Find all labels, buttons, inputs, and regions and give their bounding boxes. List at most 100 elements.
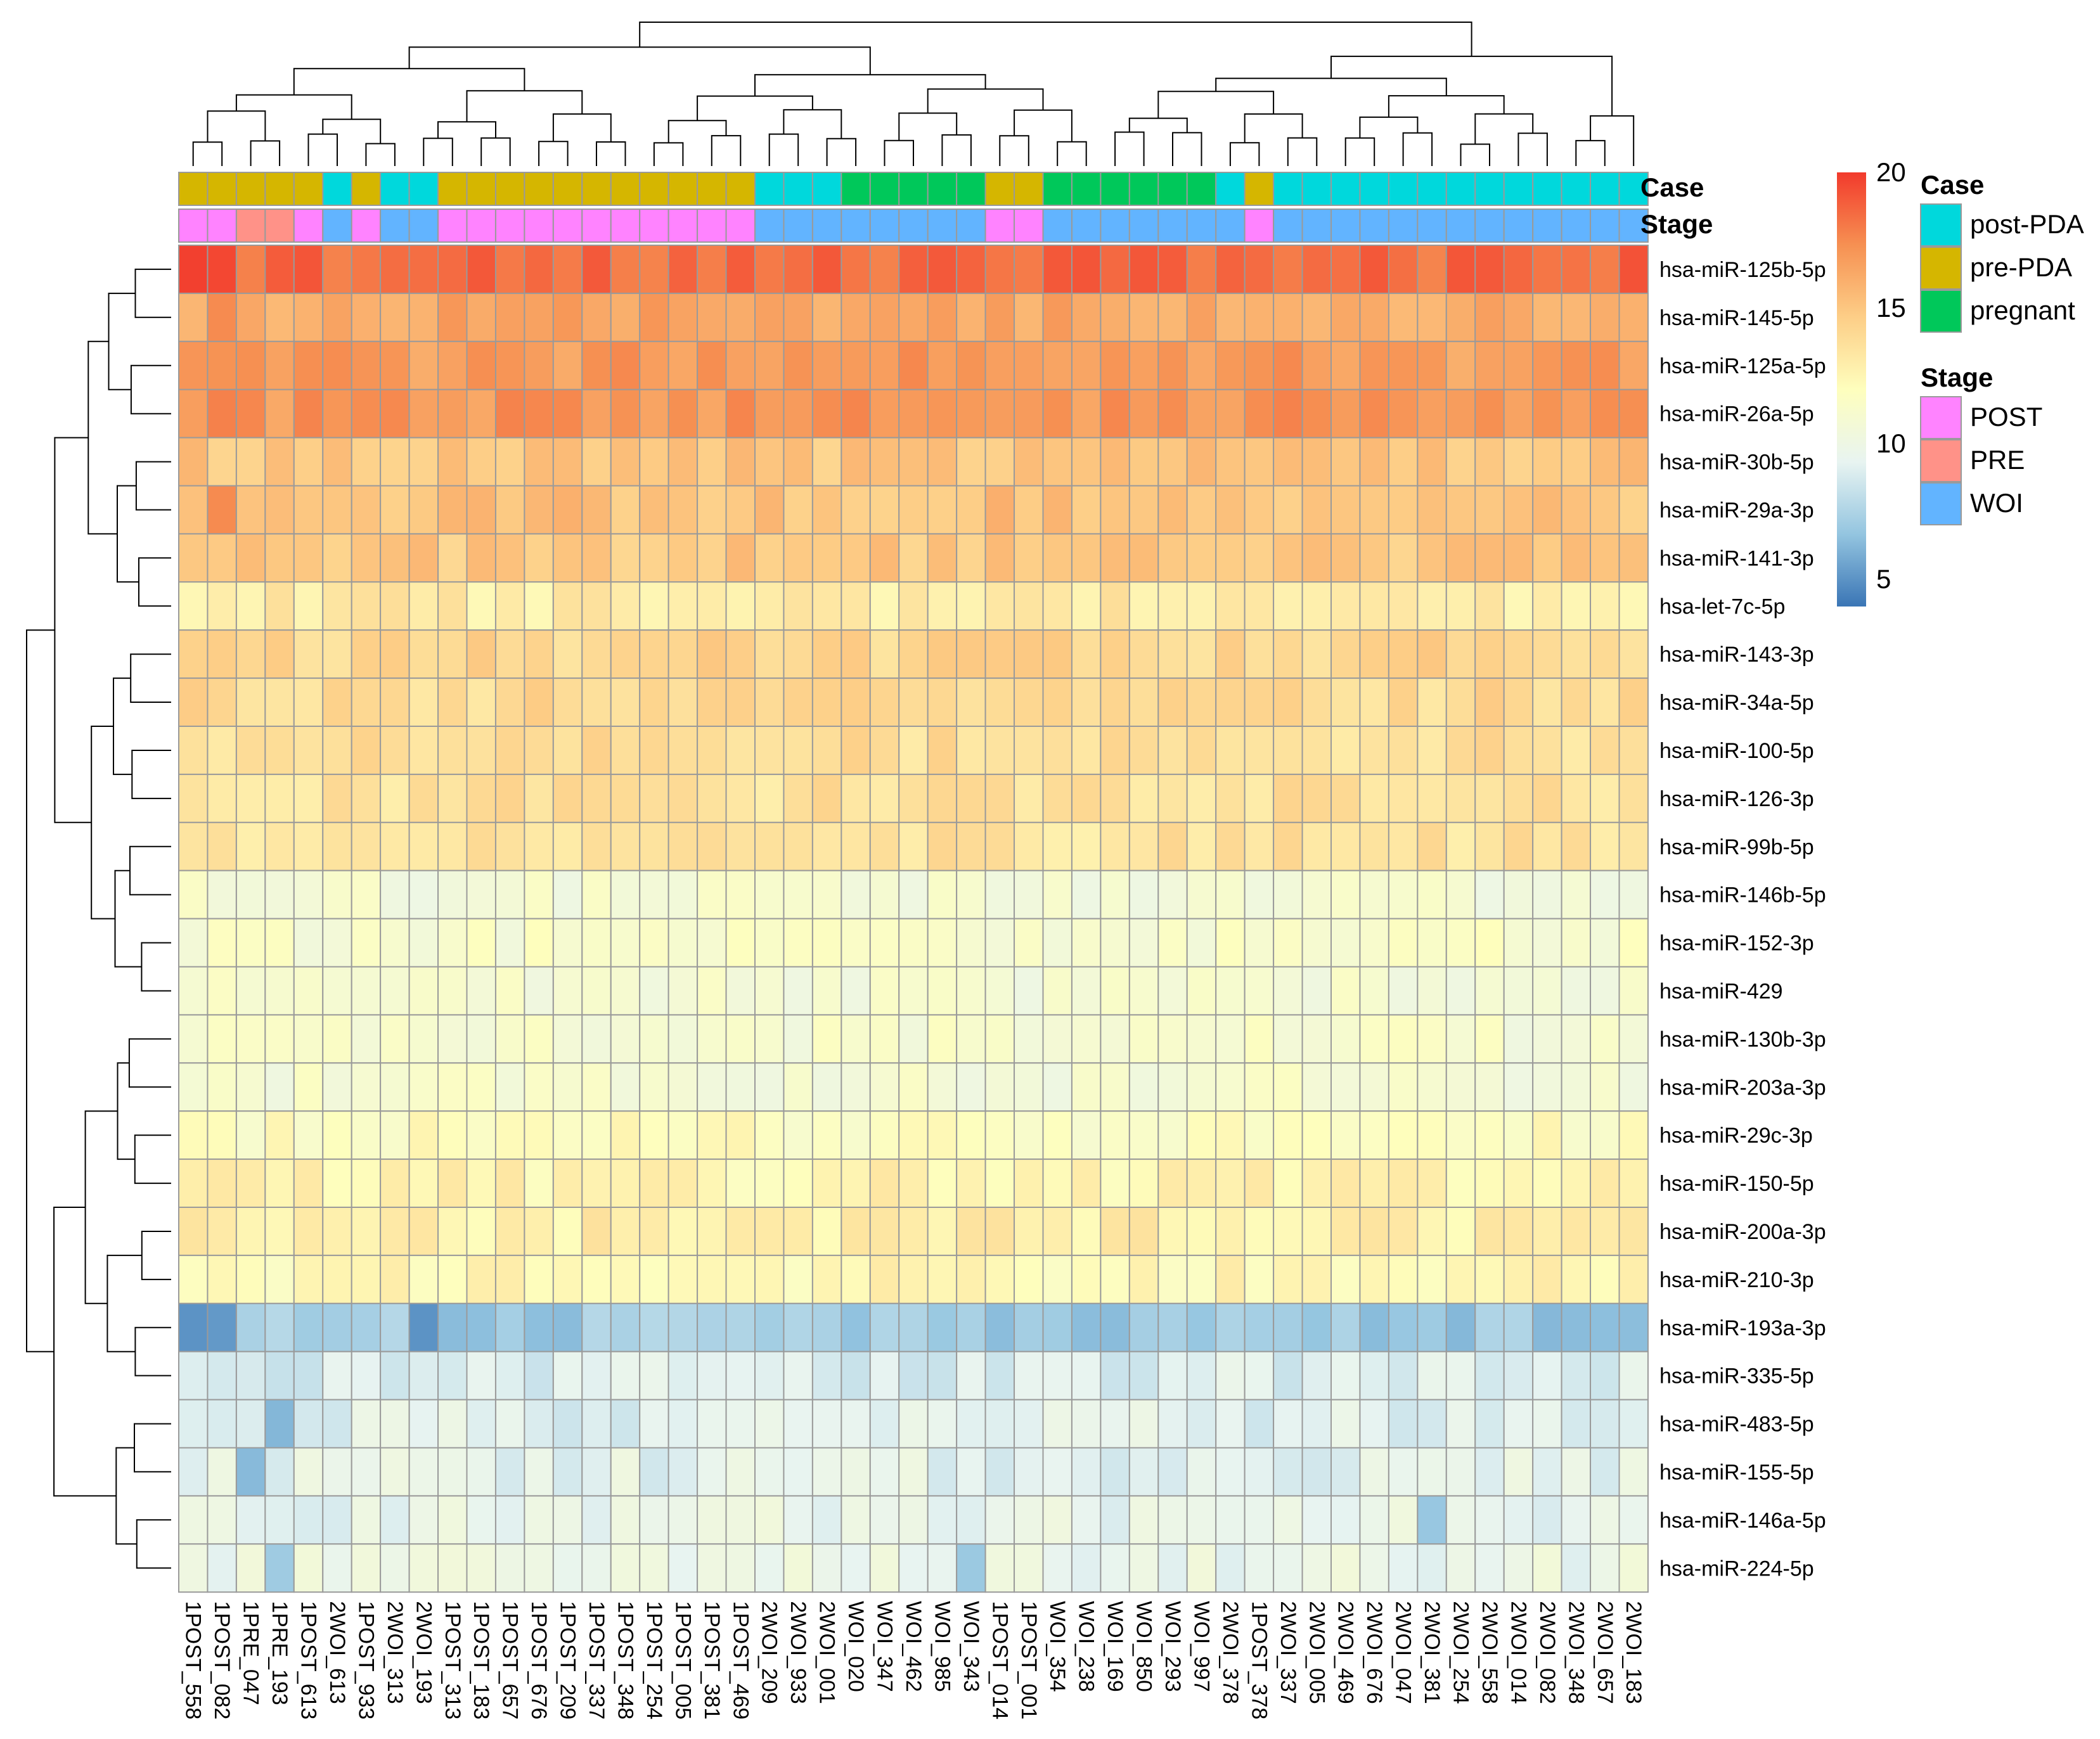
heatmap-cell xyxy=(1273,1062,1303,1112)
heatmap-cell xyxy=(1186,1351,1217,1401)
heatmap-cell xyxy=(898,245,929,294)
heatmap-cell xyxy=(667,677,699,727)
heatmap-cell xyxy=(293,870,324,920)
heatmap-cell xyxy=(1359,1110,1389,1160)
heatmap-cell xyxy=(207,1495,237,1545)
stage-annotation-cell xyxy=(754,209,785,243)
heatmap-cell xyxy=(754,1399,785,1449)
heatmap-cell xyxy=(754,629,785,679)
heatmap-cell xyxy=(1157,1254,1188,1304)
column-dendrogram-branch xyxy=(1287,137,1318,166)
heatmap-cell xyxy=(697,726,727,775)
heatmap-cell xyxy=(408,629,439,679)
heatmap-cell xyxy=(351,1254,382,1304)
heatmap-cell xyxy=(869,292,900,342)
heatmap-cell xyxy=(898,340,929,390)
heatmap-cell xyxy=(927,1543,958,1593)
heatmap-cell xyxy=(639,821,669,871)
heatmap-cell xyxy=(754,1302,785,1352)
heatmap-cell xyxy=(1071,245,1102,294)
heatmap-cell xyxy=(1618,581,1649,631)
heatmap-cell xyxy=(1157,1110,1188,1160)
stage-annotation-cell xyxy=(494,209,525,243)
heatmap-cell xyxy=(984,726,1015,775)
heatmap-cell xyxy=(1503,292,1534,342)
heatmap-cell xyxy=(466,870,496,920)
heatmap-cell xyxy=(437,1351,468,1401)
heatmap-cell xyxy=(927,1351,958,1401)
legend-case-label: pre-PDA xyxy=(1970,252,2072,282)
heatmap-cell xyxy=(380,292,410,342)
heatmap-cell xyxy=(1388,388,1419,439)
column-dendrogram-branch xyxy=(1517,132,1548,166)
stage-annotation-cell xyxy=(1244,209,1275,243)
heatmap-cell xyxy=(984,340,1015,390)
heatmap-cell xyxy=(1186,388,1217,439)
heatmap-cell xyxy=(1590,629,1620,679)
heatmap-cell xyxy=(927,437,958,487)
heatmap-cell xyxy=(984,1062,1015,1112)
heatmap-cell xyxy=(1128,581,1159,631)
heatmap-cell xyxy=(754,1110,785,1160)
heatmap-cell xyxy=(293,1207,324,1256)
heatmap-cell xyxy=(1417,726,1447,775)
heatmap-cell xyxy=(1301,821,1332,871)
heatmap-cell xyxy=(754,1014,785,1064)
row-dendrogram-branch xyxy=(106,1254,142,1352)
row-dendrogram-branch xyxy=(135,461,171,511)
heatmap-cell xyxy=(1503,821,1534,871)
heatmap-cell xyxy=(1215,918,1246,968)
heatmap-cell xyxy=(322,1207,352,1256)
heatmap-cell xyxy=(581,245,612,294)
heatmap-cell xyxy=(1359,629,1389,679)
heatmap-cell xyxy=(1445,340,1476,390)
column-dendrogram-branch xyxy=(1590,115,1635,166)
column-dendrogram-branch xyxy=(639,22,1472,56)
case-annotation-cell xyxy=(639,172,669,206)
heatmap-cell xyxy=(524,1351,554,1401)
heatmap-cell xyxy=(1532,340,1562,390)
heatmap-cell xyxy=(1301,1207,1332,1256)
heatmap-cell xyxy=(178,918,209,968)
heatmap-cell xyxy=(1561,1254,1592,1304)
heatmap-cell xyxy=(264,1351,295,1401)
heatmap-cell xyxy=(1301,1302,1332,1352)
heatmap-cell xyxy=(1301,966,1332,1016)
heatmap-cell xyxy=(207,1207,237,1256)
heatmap-cell xyxy=(1215,870,1246,920)
heatmap-cell xyxy=(1014,773,1044,823)
heatmap-cell xyxy=(1157,966,1188,1016)
stage-annotation-cell xyxy=(697,209,727,243)
heatmap-cell xyxy=(1042,533,1073,583)
column-label: 1POST_209 xyxy=(556,1601,580,1719)
heatmap-cell xyxy=(869,533,900,583)
case-annotation-cell xyxy=(264,172,295,206)
column-label: WOI_020 xyxy=(844,1601,868,1692)
heatmap-cell xyxy=(1445,1447,1476,1497)
heatmap-cell xyxy=(322,821,352,871)
heatmap-cell xyxy=(1417,1158,1447,1208)
heatmap-cell xyxy=(667,340,699,390)
heatmap-cell xyxy=(725,1014,756,1064)
column-label: 2WOI_014 xyxy=(1506,1601,1530,1704)
heatmap-cell xyxy=(1244,1254,1275,1304)
heatmap-cell xyxy=(984,1399,1015,1449)
heatmap-cell xyxy=(783,292,813,342)
heatmap-cell xyxy=(956,1062,986,1112)
heatmap-cell xyxy=(351,581,382,631)
heatmap-cell xyxy=(1561,1495,1592,1545)
heatmap-cell xyxy=(639,485,669,535)
heatmap-cell xyxy=(1273,821,1303,871)
heatmap-cell xyxy=(1561,245,1592,294)
heatmap-cell xyxy=(552,773,583,823)
heatmap-cell xyxy=(466,1207,496,1256)
heatmap-cell xyxy=(1100,1351,1130,1401)
heatmap-cell xyxy=(552,1543,583,1593)
heatmap-cell xyxy=(1618,437,1649,487)
heatmap-cell xyxy=(1503,1254,1534,1304)
heatmap-cell xyxy=(1186,1062,1217,1112)
stage-annotation-label: Stage xyxy=(1640,209,1713,239)
column-label: 1POST_348 xyxy=(614,1601,638,1719)
row-dendrogram xyxy=(26,268,171,1569)
